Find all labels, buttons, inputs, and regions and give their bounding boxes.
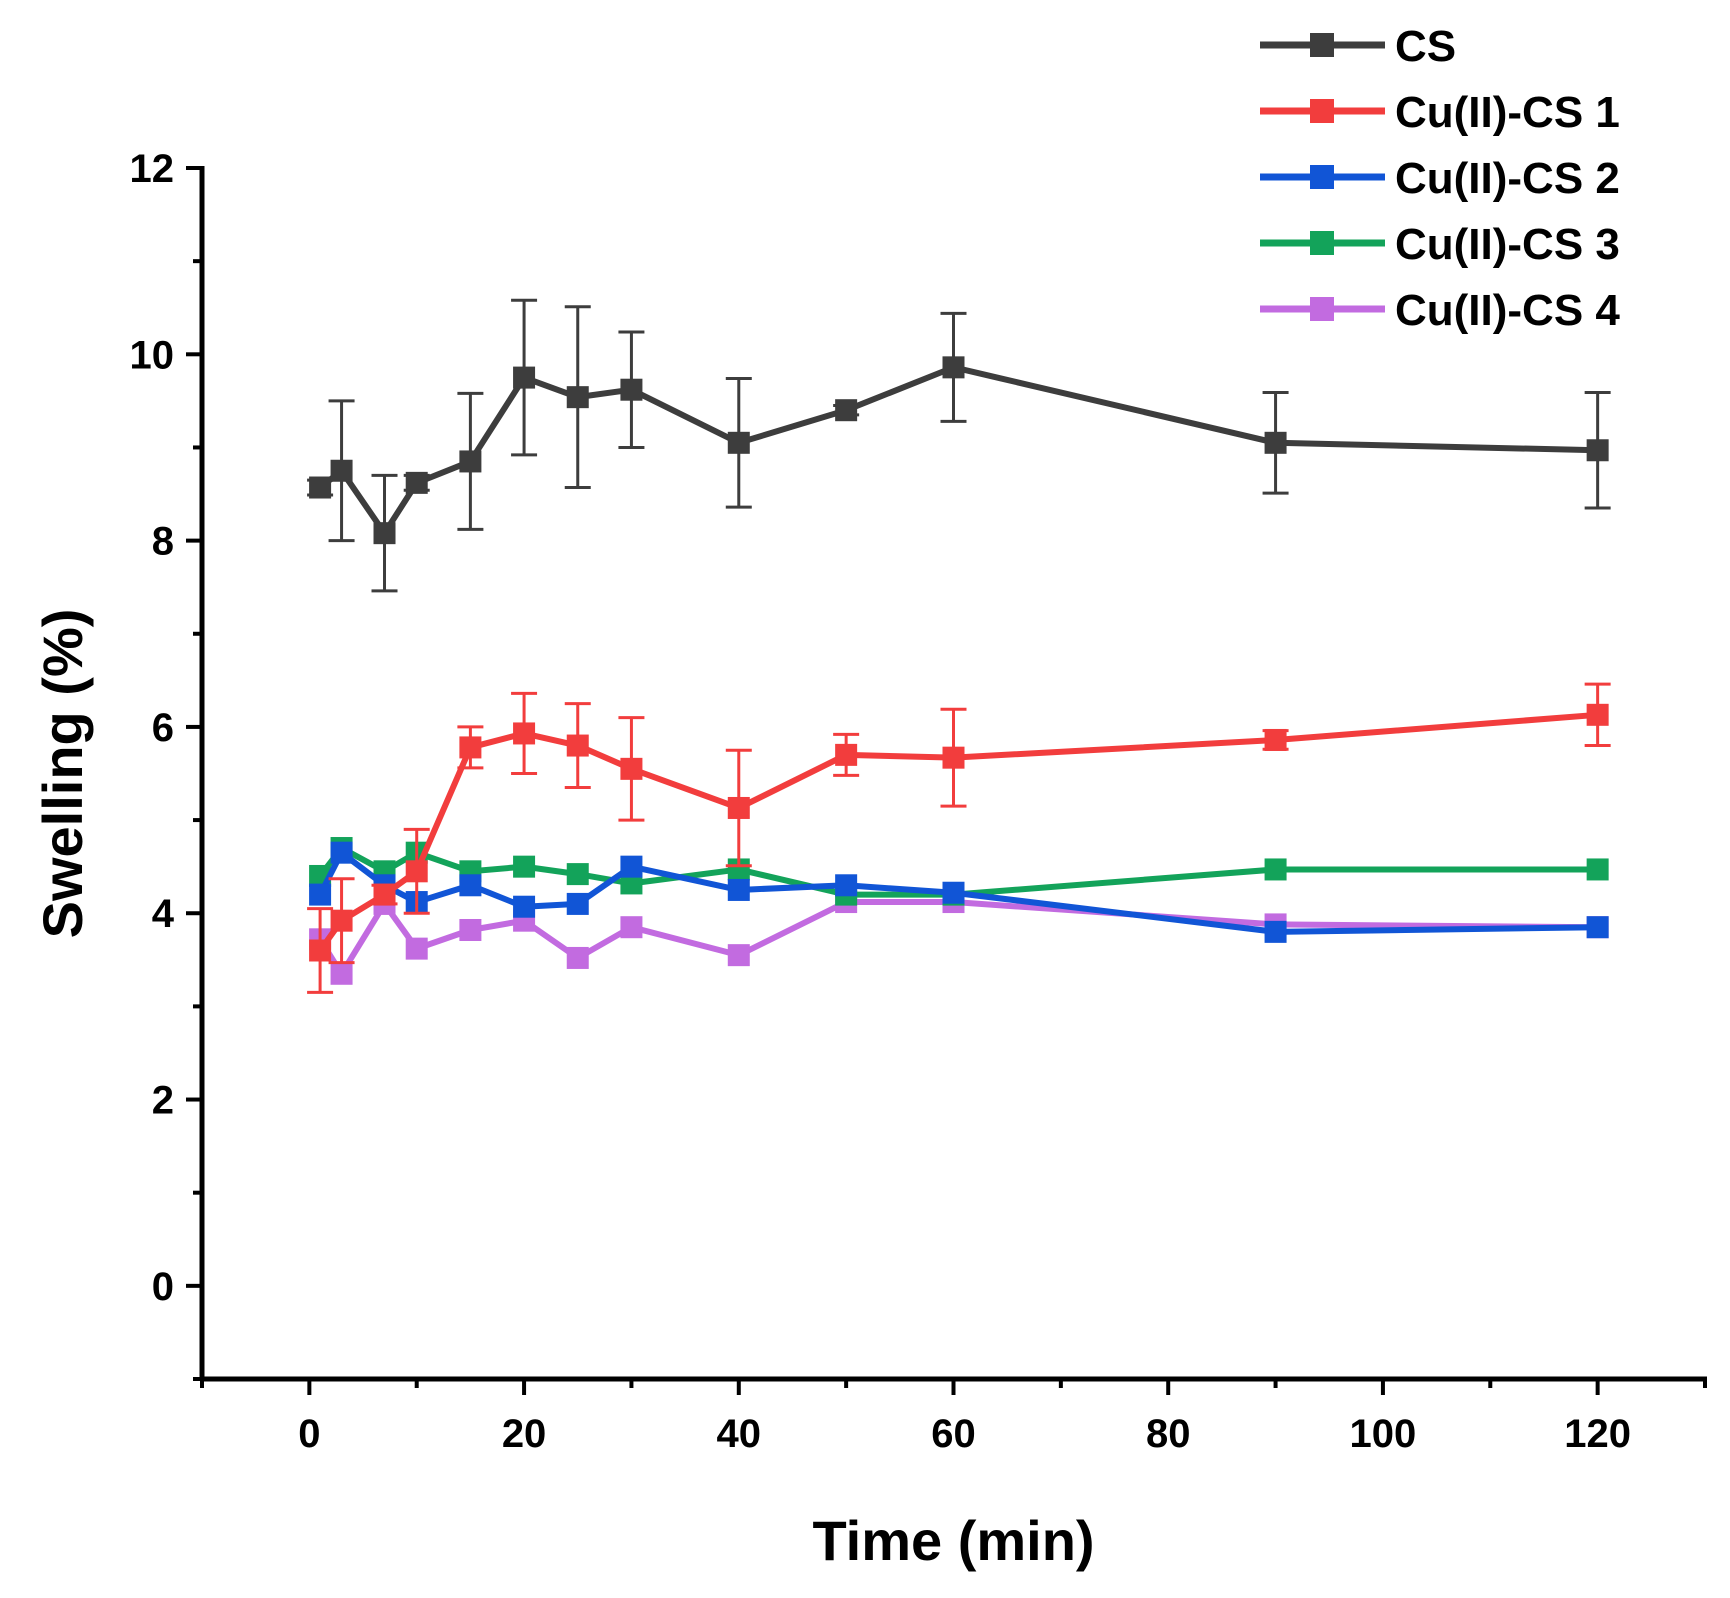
data-point — [309, 939, 332, 962]
data-point — [942, 881, 965, 904]
data-point — [330, 962, 353, 985]
x-tick-label: 40 — [717, 1412, 762, 1456]
legend-item: Cu(II)-CS 4 — [1260, 286, 1620, 335]
legend-marker — [1310, 165, 1334, 189]
data-point — [309, 476, 332, 499]
y-tick-label: 6 — [152, 706, 174, 750]
legend-marker — [1310, 99, 1334, 123]
data-point — [513, 722, 536, 745]
data-point — [459, 450, 482, 473]
data-point — [1586, 858, 1609, 881]
series-cs — [307, 298, 1611, 593]
legend-label: Cu(II)-CS 2 — [1395, 154, 1620, 203]
data-point — [330, 909, 353, 932]
y-tick-label: 12 — [130, 147, 175, 191]
data-point — [1586, 439, 1609, 462]
y-tick-label: 0 — [152, 1265, 174, 1309]
data-point — [727, 878, 750, 901]
data-point — [513, 366, 536, 389]
data-point — [566, 863, 589, 886]
data-point — [1264, 920, 1287, 943]
y-tick-label: 4 — [152, 892, 175, 936]
y-tick-label: 8 — [152, 520, 174, 564]
data-point — [727, 944, 750, 967]
x-tick-label: 20 — [502, 1412, 547, 1456]
legend-label: Cu(II)-CS 3 — [1395, 220, 1620, 269]
legend: CS Cu(II)-CS 1 Cu(II)-CS 2 Cu(II)-CS 3 Cu(II… — [1260, 22, 1620, 335]
data-point — [405, 471, 428, 494]
data-point — [459, 874, 482, 897]
y-axis-title: Swelling (%) — [31, 609, 94, 939]
series-line — [318, 364, 1598, 537]
data-point — [566, 734, 589, 757]
data-point — [835, 874, 858, 897]
x-tick-label: 100 — [1350, 1412, 1417, 1456]
data-point — [620, 916, 643, 939]
legend-item: CS — [1260, 22, 1456, 71]
data-point — [459, 736, 482, 759]
data-point — [373, 522, 396, 545]
legend-marker — [1310, 231, 1334, 255]
legend-marker — [1310, 297, 1334, 321]
legend-label: Cu(II)-CS 4 — [1395, 286, 1620, 335]
data-point — [566, 386, 589, 409]
legend-label: CS — [1395, 22, 1456, 71]
data-point — [330, 459, 353, 482]
legend-label: Cu(II)-CS 1 — [1395, 88, 1620, 137]
y-tick-label: 2 — [152, 1079, 174, 1123]
data-point — [835, 399, 858, 422]
data-point — [330, 841, 353, 864]
data-point — [942, 746, 965, 769]
data-point — [405, 860, 428, 883]
data-point — [405, 937, 428, 960]
data-point — [373, 883, 396, 906]
series-cu-ii-cs-2 — [309, 841, 1609, 943]
data-point — [1264, 431, 1287, 454]
legend-marker — [1310, 33, 1334, 57]
data-point — [513, 895, 536, 918]
data-point — [1264, 728, 1287, 751]
data-point — [459, 918, 482, 941]
y-tick-label: 10 — [130, 333, 175, 377]
legend-item: Cu(II)-CS 2 — [1260, 154, 1620, 203]
data-point — [566, 946, 589, 969]
data-point — [835, 743, 858, 766]
data-point — [513, 855, 536, 878]
data-point — [727, 796, 750, 819]
data-point — [620, 855, 643, 878]
data-point — [1586, 703, 1609, 726]
series-cu-ii-cs-1 — [307, 682, 1611, 994]
data-point — [1586, 916, 1609, 939]
data-point — [727, 431, 750, 454]
x-tick-label: 60 — [931, 1412, 976, 1456]
x-tick-label: 120 — [1564, 1412, 1631, 1456]
legend-item: Cu(II)-CS 3 — [1260, 220, 1620, 269]
data-point — [620, 872, 643, 895]
data-point — [620, 757, 643, 780]
legend-item: Cu(II)-CS 1 — [1260, 88, 1620, 137]
data-point — [727, 858, 750, 881]
data-point — [566, 892, 589, 915]
data-point — [620, 378, 643, 401]
x-tick-label: 80 — [1146, 1412, 1191, 1456]
x-tick-label: 0 — [298, 1412, 320, 1456]
data-point — [1264, 858, 1287, 881]
data-point — [942, 356, 965, 379]
x-axis-title: Time (min) — [812, 1509, 1094, 1572]
data-point — [309, 883, 332, 906]
